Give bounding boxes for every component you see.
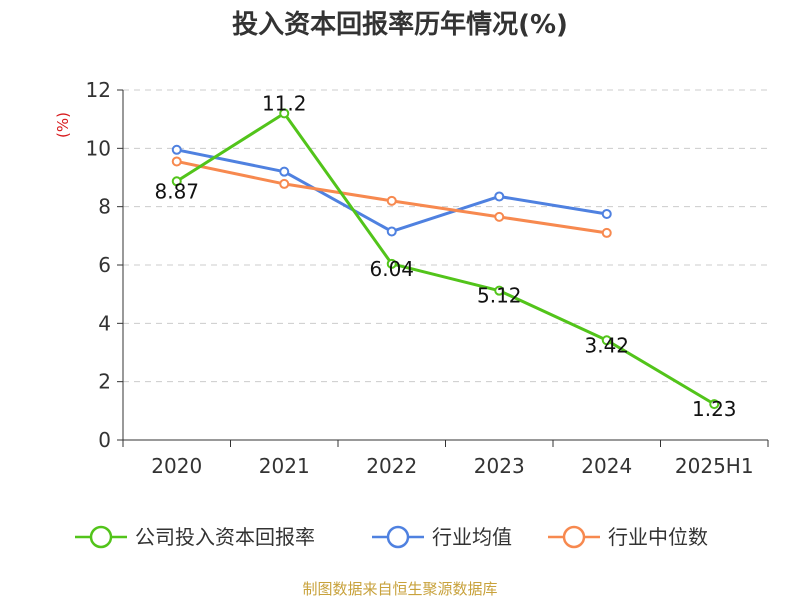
x-tick-label: 2021: [259, 454, 310, 478]
data-point: [171, 144, 182, 155]
legend-label: 行业均值: [432, 525, 512, 549]
y-tick-label: 0: [98, 428, 111, 452]
data-point: [171, 176, 182, 187]
data-label: 3.42: [584, 333, 629, 357]
y-tick-label: 10: [86, 136, 111, 160]
x-tick-label: 2024: [581, 454, 632, 478]
y-tick-label: 4: [98, 311, 111, 335]
data-point: [279, 178, 290, 189]
data-label: 6.04: [369, 257, 414, 281]
legend[interactable]: 公司投入资本回报率 行业均值 行业中位数: [75, 525, 708, 549]
data-point: [709, 399, 720, 410]
data-point: [171, 156, 182, 167]
series-layer: [171, 108, 720, 410]
y-axis-label: (%): [54, 112, 72, 138]
x-tick-label: 2023: [474, 454, 525, 478]
data-point: [386, 226, 397, 237]
legend-label: 行业中位数: [608, 525, 708, 549]
data-point: [386, 195, 397, 206]
legend-marker: [562, 525, 586, 549]
data-label: 8.87: [154, 179, 199, 203]
data-label: 1.23: [692, 397, 737, 421]
data-point: [601, 208, 612, 219]
series-line: [176, 148, 607, 233]
data-point: [601, 227, 612, 238]
series-line: [175, 111, 716, 406]
data-point: [386, 258, 397, 269]
data-point: [279, 108, 290, 119]
x-tick-label: 2025H1: [675, 454, 754, 478]
data-label: 11.2: [262, 91, 307, 115]
y-tick-label: 2: [98, 370, 111, 394]
axes: 0 2 4 6 8 10 12 2020 2021 2022 2023 2024 2025H1: [86, 78, 769, 478]
x-tick-label: 2020: [151, 454, 202, 478]
data-label: 5.12: [477, 284, 522, 308]
source-note: 制图数据来自恒生聚源数据库: [302, 580, 497, 598]
data-point: [494, 285, 505, 296]
grid-lines: [123, 89, 768, 383]
chart-title: 投入资本回报率历年情况(%): [232, 9, 568, 40]
x-tick-label: 2022: [366, 454, 417, 478]
legend-label: 公司投入资本回报率: [135, 525, 315, 549]
y-tick-label: 12: [86, 78, 111, 102]
data-point: [494, 191, 505, 202]
legend-marker: [89, 525, 113, 549]
data-labels: 8.87 11.2 6.04 5.12 3.42 1.23: [154, 91, 736, 421]
data-point: [279, 166, 290, 177]
y-tick-label: 8: [98, 195, 111, 219]
legend-marker: [386, 525, 410, 549]
y-tick-label: 6: [98, 253, 111, 277]
data-point: [494, 211, 505, 222]
data-point: [601, 335, 612, 346]
